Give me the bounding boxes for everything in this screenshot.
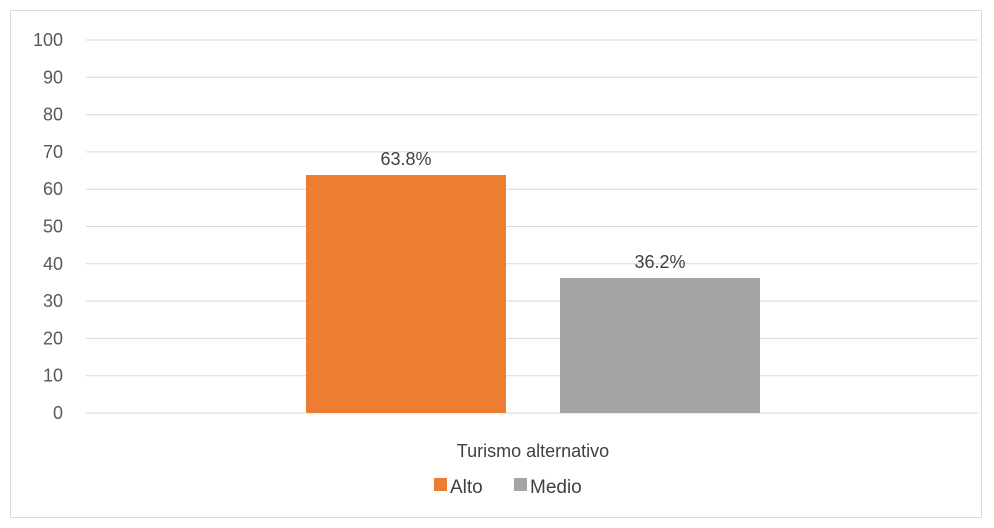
- y-tick-label: 50: [43, 217, 63, 237]
- legend-swatch-medio: [514, 478, 527, 491]
- legend: Alto Medio: [434, 477, 582, 498]
- y-axis-ticks: 0 10 20 30 40 50 60 70 80 90 100: [33, 30, 63, 423]
- bars: [306, 175, 760, 413]
- y-tick-label: 90: [43, 67, 63, 87]
- data-label-medio: 36.2%: [634, 252, 685, 272]
- bar-medio: [560, 277, 760, 413]
- y-tick-label: 60: [43, 179, 63, 199]
- legend-label-alto: Alto: [450, 477, 483, 498]
- y-tick-label: 10: [43, 366, 63, 386]
- y-tick-label: 0: [53, 403, 63, 423]
- data-labels: 63.8% 36.2%: [380, 149, 685, 272]
- data-label-alto: 63.8%: [380, 149, 431, 169]
- y-tick-label: 70: [43, 142, 63, 162]
- legend-label-medio: Medio: [530, 477, 582, 498]
- y-tick-label: 30: [43, 291, 63, 311]
- y-tick-label: 100: [33, 30, 63, 50]
- bar-alto: [306, 175, 506, 413]
- gridlines: [86, 39, 978, 414]
- legend-swatch-alto: [434, 478, 447, 491]
- y-tick-label: 80: [43, 105, 63, 125]
- category-label: Turismo alternativo: [457, 441, 609, 461]
- y-tick-label: 20: [43, 328, 63, 348]
- y-tick-label: 40: [43, 254, 63, 274]
